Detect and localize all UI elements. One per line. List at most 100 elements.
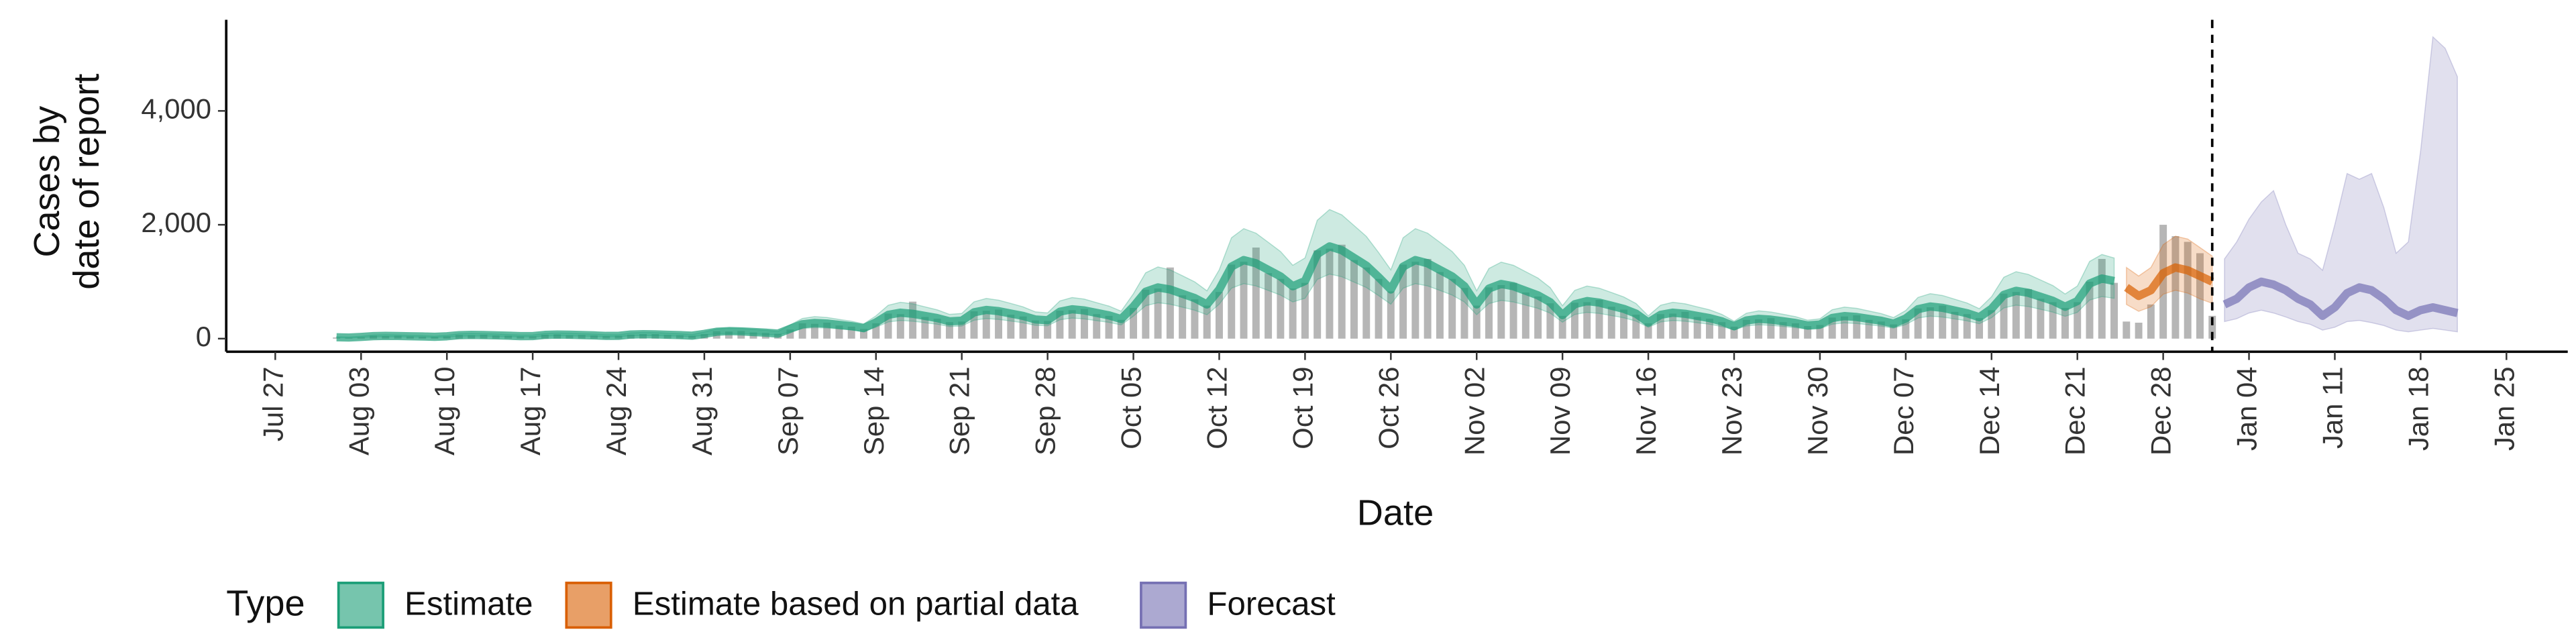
bar [1570,303,1578,339]
y-tick-label: 2,000 [141,207,211,238]
legend-label: Estimate based on partial data [633,585,1079,622]
bar [1019,316,1027,339]
bar [1804,326,1812,339]
bar [1117,319,1125,339]
bar [1375,278,1383,339]
bar [798,323,806,339]
bar [1289,288,1297,339]
bar [1509,282,1517,339]
bar [2196,253,2204,339]
x-tick-label: Dec 28 [2145,366,2177,455]
bar [1350,260,1358,339]
bar [2171,236,2180,339]
bar [1976,318,1983,339]
bar [1436,272,1444,339]
bar [1460,288,1468,339]
bar [1448,278,1456,339]
bar [1730,326,1738,339]
bar [1166,267,1174,339]
x-tick-label: Aug 10 [429,366,460,455]
bar [1093,314,1101,339]
bar [1656,314,1664,339]
x-tick-label: Oct 12 [1201,366,1233,449]
bar [1779,322,1787,339]
bar [2086,281,2094,339]
x-tick-label: Jan 11 [2317,366,2349,448]
bar [2037,299,2045,339]
bar [1130,307,1138,339]
bar [995,309,1003,339]
bar [1068,310,1076,339]
bar [2147,304,2155,339]
bar [2135,323,2143,339]
x-tick-label: Aug 17 [515,366,546,455]
legend-label: Forecast [1207,585,1336,622]
bar [1080,309,1088,339]
x-tick-label: Nov 30 [1802,366,1833,455]
bar [1963,314,1971,339]
bar [1767,318,1775,339]
bar [2098,258,2106,339]
bar [2123,321,2131,339]
x-tick-label: Sep 07 [772,366,804,455]
bar [1607,307,1615,339]
bar [1853,315,1861,339]
x-tick-label: Dec 07 [1888,366,1919,455]
bar [2012,292,2020,339]
legend-swatch [1140,582,1187,629]
bar [1951,311,1959,339]
bar [835,325,843,339]
legend-title: Type [226,584,305,624]
bar [1031,320,1039,339]
bar [1203,305,1211,339]
bar [1902,319,1910,339]
bar [884,313,892,339]
bar [1105,315,1113,339]
bar [1472,305,1481,339]
bar [1939,305,1947,339]
interval-band [2224,36,2458,333]
median-line [336,242,2115,342]
bar [982,311,990,339]
x-axis-title: Date [1357,492,1434,533]
bar [1399,264,1407,339]
x-tick-label: Sep 14 [858,366,890,455]
bar [872,323,880,339]
bar [1154,288,1162,339]
bar [1988,310,1996,339]
bar [921,317,929,339]
bar [1142,289,1150,339]
legend-swatch [565,582,612,629]
bar [970,311,978,339]
x-tick-label: Nov 09 [1544,366,1576,455]
bar [2049,302,2057,339]
x-tick-label: Dec 14 [1974,366,2005,455]
legend-label: Estimate [405,585,533,622]
x-tick-label: Nov 23 [1716,366,1748,455]
bar [847,326,855,339]
bar [1693,317,1701,339]
x-tick-label: Jan 18 [2402,366,2434,451]
bar [1338,244,1346,339]
bar [2159,225,2167,339]
x-tick-label: Oct 19 [1287,366,1318,449]
bar [1644,323,1652,339]
bar [1718,322,1726,339]
bar [1828,317,1836,339]
bar [933,319,941,339]
bar [1485,287,1493,339]
bar [1265,273,1273,339]
bar [896,314,904,339]
x-tick-label: Jan 25 [2488,366,2520,451]
bar [1240,262,1248,339]
bar [1521,292,1529,339]
bar [1816,325,1824,339]
x-tick-label: Oct 26 [1373,366,1404,449]
bar [1926,307,1934,339]
bar [1914,308,1922,339]
bar [1007,315,1015,339]
x-tick-label: Nov 16 [1630,366,1662,455]
x-tick-label: Sep 28 [1030,366,1061,455]
